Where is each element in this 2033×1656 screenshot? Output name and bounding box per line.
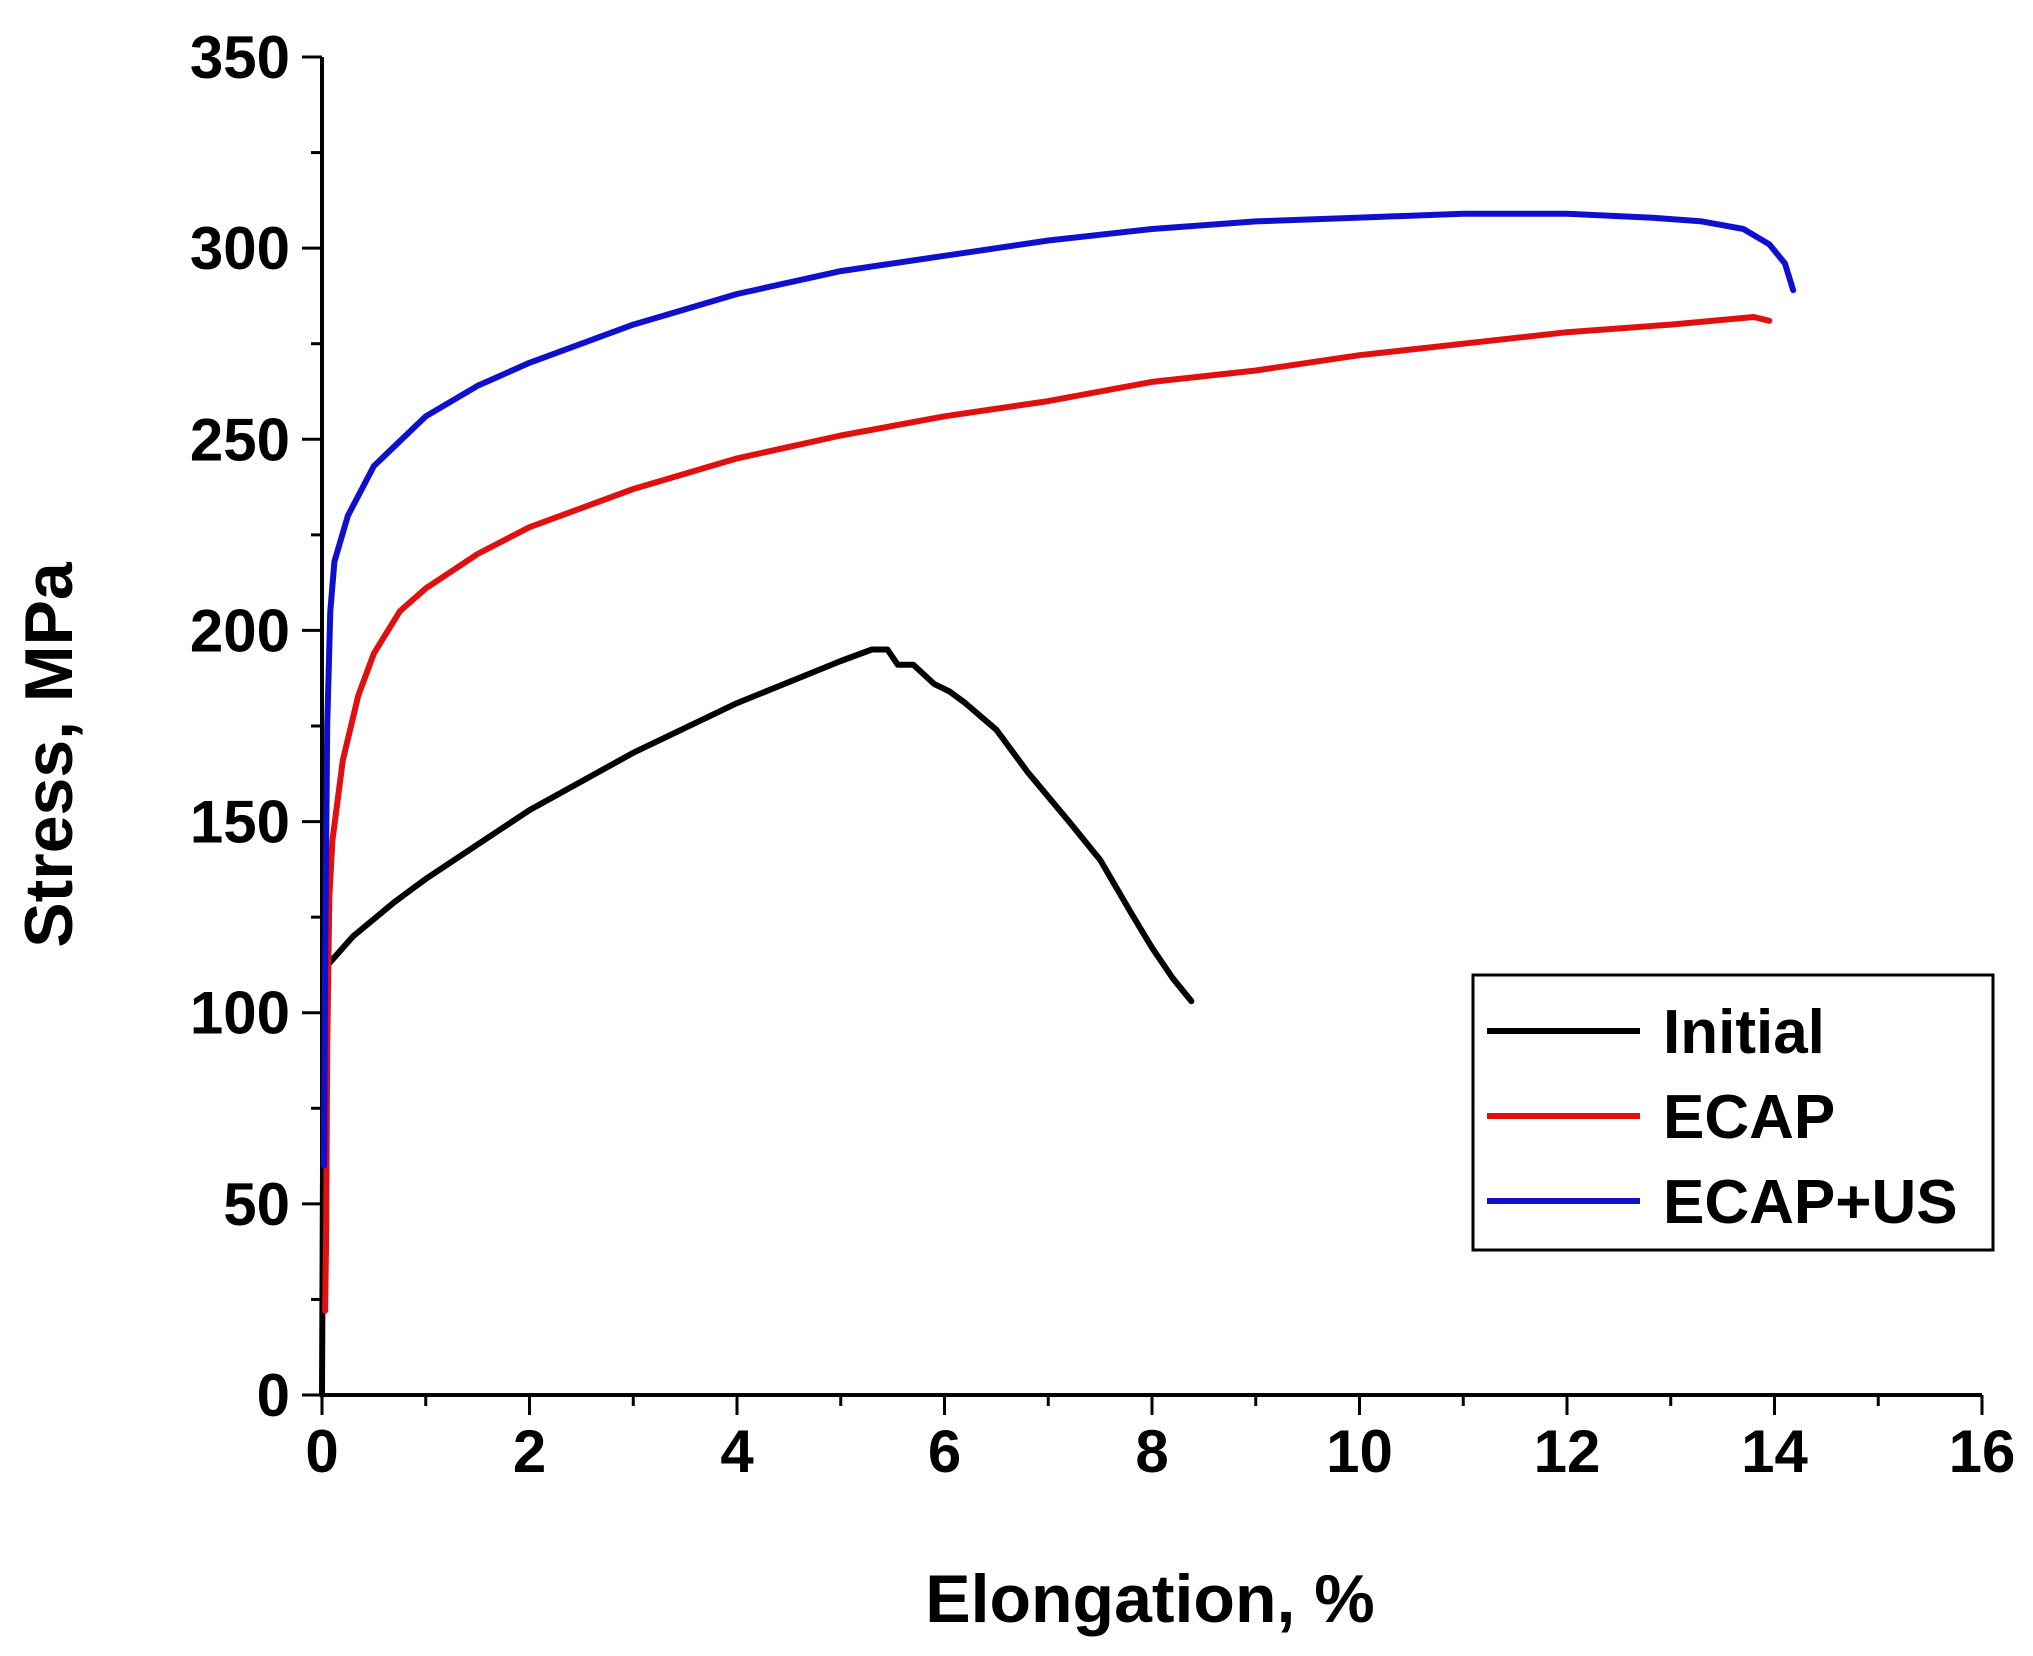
x-tick-label: 14 bbox=[1741, 1418, 1808, 1485]
x-tick-label: 10 bbox=[1326, 1418, 1393, 1485]
x-axis-title: Elongation, % bbox=[925, 1561, 1375, 1637]
y-tick-label: 50 bbox=[223, 1171, 290, 1238]
x-tick-label: 2 bbox=[513, 1418, 546, 1485]
series-line-ecap bbox=[322, 314, 1773, 1314]
y-tick-label: 350 bbox=[190, 24, 290, 91]
y-tick-label: 250 bbox=[190, 406, 290, 473]
axis-ticks bbox=[302, 55, 1984, 1415]
y-tick-label: 0 bbox=[257, 1362, 290, 1429]
x-tick-label: 8 bbox=[1135, 1418, 1168, 1485]
x-tick-label: 6 bbox=[928, 1418, 961, 1485]
legend: Initial ECAP ECAP+US bbox=[1471, 973, 1995, 1252]
axis-tick-labels: 0 2 4 6 8 10 12 14 16 0 50 100 150 200 250 300 350 bbox=[190, 24, 2015, 1485]
x-tick-label: 16 bbox=[1949, 1418, 2016, 1485]
y-tick-label: 200 bbox=[190, 597, 290, 664]
y-tick-label: 100 bbox=[190, 980, 290, 1047]
y-axis-title: Stress, MPa bbox=[11, 561, 87, 948]
series-line-initial bbox=[319, 646, 1195, 1398]
data-series bbox=[319, 210, 1797, 1398]
legend-box bbox=[1471, 973, 1995, 1252]
x-tick-label: 12 bbox=[1534, 1418, 1601, 1485]
y-tick-label: 150 bbox=[190, 789, 290, 856]
legend-items: Initial ECAP ECAP+US bbox=[1487, 998, 1958, 1237]
x-tick-label: 4 bbox=[720, 1418, 754, 1485]
legend-label: Initial bbox=[1663, 998, 1825, 1067]
x-tick-label: 0 bbox=[305, 1418, 338, 1485]
legend-label: ECAP bbox=[1663, 1083, 1835, 1152]
legend-label: ECAP+US bbox=[1663, 1168, 1958, 1237]
series-line-ecap-us bbox=[321, 210, 1797, 1169]
y-tick-label: 300 bbox=[190, 215, 290, 282]
